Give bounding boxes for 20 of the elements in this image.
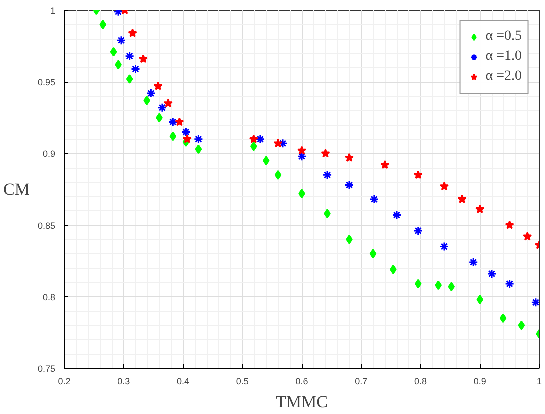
- y-tick-label: 1: [50, 6, 56, 16]
- x-tick-label: 0.7: [355, 376, 368, 386]
- legend-label: α =1.0: [486, 49, 522, 65]
- x-axis-title: TMMC: [276, 392, 328, 412]
- x-tick-label: 0.6: [296, 376, 308, 386]
- x-tick-label: 0.8: [414, 376, 428, 386]
- y-tick-label: 0.75: [38, 364, 56, 374]
- y-tick-label: 0.95: [38, 78, 56, 88]
- x-tick-label: 0.5: [236, 376, 249, 386]
- y-axis-title: CM: [4, 180, 30, 199]
- legend-label: α =0.5: [486, 29, 522, 45]
- x-tick-label: 1: [536, 376, 542, 386]
- y-tick-label: 0.8: [42, 292, 56, 302]
- x-tick-label: 0.9: [474, 376, 486, 386]
- x-tick-label: 0.3: [118, 376, 130, 386]
- x-tick-label: 0.4: [176, 376, 190, 386]
- y-tick-label: 0.85: [38, 220, 56, 231]
- y-tick-label: 0.9: [42, 149, 56, 160]
- legend-label: α =2.0: [486, 69, 522, 85]
- x-tick-label: 0.2: [58, 376, 71, 386]
